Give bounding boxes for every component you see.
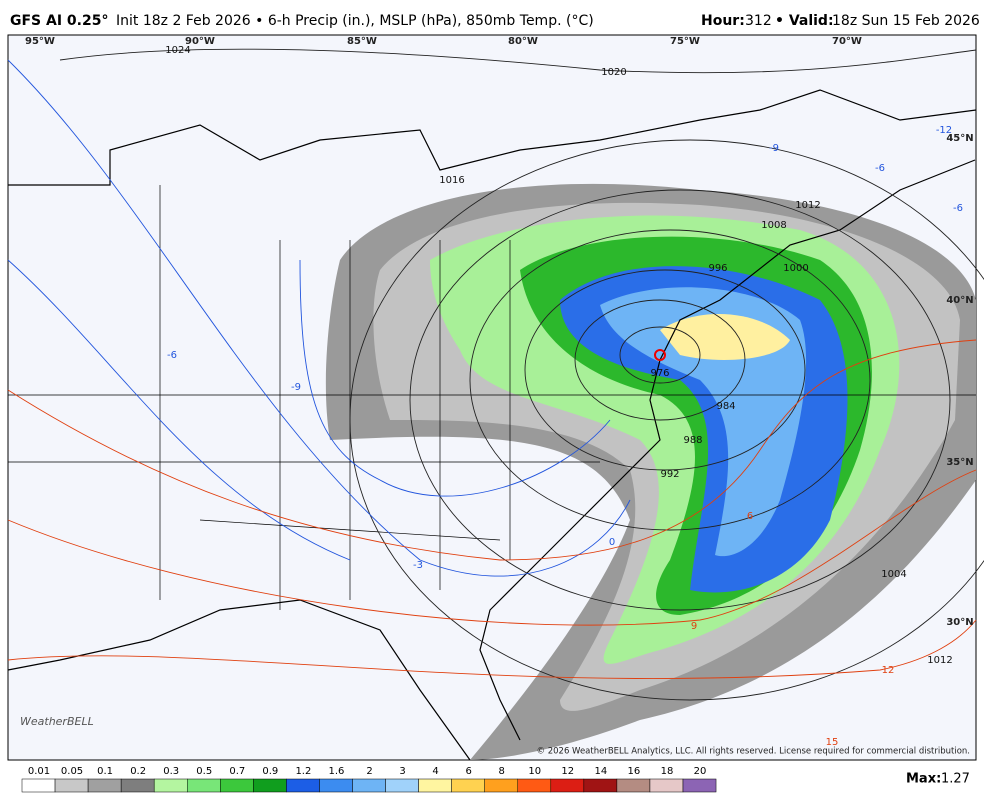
low-center xyxy=(654,349,666,361)
colorbar-swatch xyxy=(54,778,89,793)
colorbar-label: 8 xyxy=(499,766,505,777)
isobar-label: 1024 xyxy=(165,45,190,56)
colorbar-swatch xyxy=(484,778,519,793)
colorbar-label: 1.6 xyxy=(328,766,344,777)
colorbar-label: 0.2 xyxy=(130,766,146,777)
latitude-label: 35°N xyxy=(946,457,973,468)
map xyxy=(7,34,984,761)
colorbar-label: 18 xyxy=(661,766,674,777)
colorbar-swatch xyxy=(153,778,188,793)
colorbar-swatch xyxy=(517,778,552,793)
colorbar-label: 3 xyxy=(399,766,405,777)
colorbar-swatch xyxy=(385,778,419,793)
colorbar-label: 10 xyxy=(528,766,541,777)
isobar-label: 992 xyxy=(660,469,679,480)
colorbar-label: 0.7 xyxy=(229,766,245,777)
colorbar: 0.01 0.05 0.1 0.2 0.3 0.5 0.7 0.9 1.2 1.6 2 3 4 6 8 10 1… xyxy=(21,766,717,793)
longitude-label: 80°W xyxy=(508,36,538,47)
latitude-label: 45°N xyxy=(946,133,973,144)
colorbar-swatch xyxy=(583,778,618,793)
valid: 18z Sun 15 Feb 2026 xyxy=(832,13,980,29)
colorbar-swatch xyxy=(253,778,287,793)
colorbar-label: 12 xyxy=(561,766,574,777)
colorbar-swatch xyxy=(352,778,386,793)
latitude-label: 40°N xyxy=(946,295,973,306)
colorbar-swatch xyxy=(550,778,585,793)
isotherm-label: 12 xyxy=(882,665,895,676)
isotherm-label: -6 xyxy=(953,203,963,214)
colorbar-label: 0.01 xyxy=(28,766,50,777)
colorbar-swatch xyxy=(682,778,717,793)
isotherm-label: -6 xyxy=(875,163,885,174)
colorbar-swatch xyxy=(87,778,122,793)
colorbar-swatch xyxy=(21,778,56,793)
colorbar-swatch xyxy=(418,778,452,793)
isobar-label: 1004 xyxy=(881,569,906,580)
isotherms-cold xyxy=(7,59,631,577)
isotherm-label: -12 xyxy=(936,125,952,136)
longitude-label: 95°W xyxy=(25,36,55,47)
isobar-label: 1020 xyxy=(601,67,626,78)
isobar-label: 1000 xyxy=(783,263,808,274)
longitude-label: 90°W xyxy=(185,36,215,47)
colorbar-label: 2 xyxy=(366,766,372,777)
colorbar-swatch xyxy=(120,778,155,793)
colorbar-swatch xyxy=(451,778,485,793)
isobar-label: 1012 xyxy=(927,655,952,666)
isotherm-label: 9 xyxy=(691,621,697,632)
latitude-label: 30°N xyxy=(946,617,973,628)
colorbar-label: 0.3 xyxy=(163,766,179,777)
colorbar-label: 20 xyxy=(694,766,707,777)
colorbar-label: 0.5 xyxy=(196,766,212,777)
colorbar-swatch xyxy=(187,778,221,793)
colorbar-label: 0.1 xyxy=(97,766,113,777)
colorbar-swatch xyxy=(220,778,254,793)
longitude-label: 75°W xyxy=(670,36,700,47)
isobar-label: 984 xyxy=(716,401,735,412)
colorbar-label: 6 xyxy=(465,766,471,777)
max-label: Max: xyxy=(906,772,941,787)
longitude-label: 70°W xyxy=(832,36,862,47)
colorbar-label: 1.2 xyxy=(295,766,311,777)
colorbar-swatch xyxy=(649,778,684,793)
colorbar-label: 4 xyxy=(432,766,438,777)
isobar-label: 976 xyxy=(650,368,669,379)
max: 1.27 xyxy=(941,772,970,787)
description: Init 18z 2 Feb 2026 • 6-h Precip (in.), … xyxy=(116,13,594,29)
isotherm-label: -6 xyxy=(167,350,177,361)
copyright: © 2026 WeatherBELL Analytics, LLC. All r… xyxy=(537,747,970,757)
isobar-label: 1016 xyxy=(439,175,464,186)
hour-label: Hour: xyxy=(701,13,745,29)
isotherm-label: 0 xyxy=(609,537,615,548)
isobar-label: 1008 xyxy=(761,220,786,231)
colorbar-swatch xyxy=(616,778,651,793)
isobar-label: 1012 xyxy=(795,200,820,211)
hour: 312 xyxy=(745,13,772,29)
logo: WeatherBELL xyxy=(20,715,94,728)
longitude-label: 85°W xyxy=(347,36,377,47)
colorbar-swatch xyxy=(286,778,320,793)
model: GFS AI 0.25° xyxy=(10,13,108,29)
colorbar-label: 0.05 xyxy=(61,766,83,777)
colorbar-label: 14 xyxy=(594,766,607,777)
isobar-label: 988 xyxy=(683,435,702,446)
precip-yellow xyxy=(660,313,790,360)
isotherm-label: -9 xyxy=(291,382,301,393)
colorbar-swatch xyxy=(319,778,353,793)
colorbar-label: 16 xyxy=(628,766,641,777)
isotherm-label: 6 xyxy=(747,511,753,522)
colorbar-label: 0.9 xyxy=(262,766,278,777)
isotherms-warm xyxy=(7,339,977,680)
isobars xyxy=(59,48,984,701)
isotherm-label: -9 xyxy=(769,143,779,154)
isotherm-label: 15 xyxy=(826,737,839,748)
isobar-label: 996 xyxy=(708,263,727,274)
valid-label: • Valid: xyxy=(775,13,834,29)
isotherm-label: -3 xyxy=(413,560,423,571)
